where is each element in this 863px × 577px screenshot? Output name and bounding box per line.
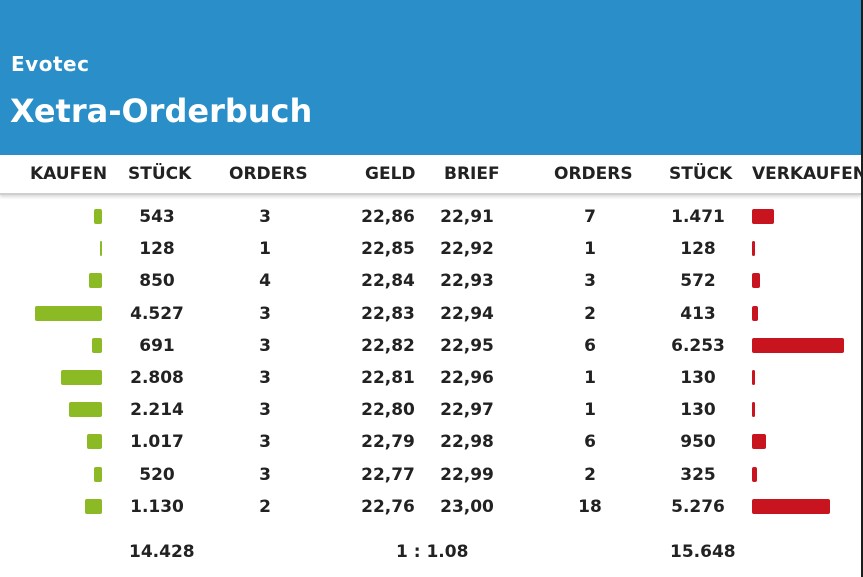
sell-volume-bar [752,273,760,288]
buy-orders-cell: 3 [259,207,271,227]
sell-orders-cell: 1 [584,400,596,420]
buy-qty-cell: 128 [139,239,175,259]
sell-qty-cell: 6.253 [671,336,725,356]
sell-qty-cell: 128 [680,239,716,259]
sell-volume-bar [752,499,830,514]
column-header-sell-qty: STÜCK [669,164,733,184]
sell-qty-cell: 950 [680,432,716,452]
ask-price-cell: 22,93 [440,271,494,291]
bid-price-cell: 22,81 [361,368,415,388]
buy-total: 14.428 [129,542,195,562]
bid-price-cell: 22,86 [361,207,415,227]
bid-price-cell: 22,80 [361,400,415,420]
buy-orders-cell: 2 [259,497,271,517]
sell-orders-cell: 6 [584,336,596,356]
sell-volume-bar [752,338,844,353]
bid-price-cell: 22,84 [361,271,415,291]
sell-orders-cell: 1 [584,239,596,259]
sell-volume-bar [752,306,758,321]
buy-volume-bar [69,402,102,417]
buy-orders-cell: 3 [259,432,271,452]
buy-qty-cell: 2.808 [130,368,184,388]
sell-orders-cell: 2 [584,304,596,324]
buy-volume-bar [100,241,102,256]
buy-orders-cell: 1 [259,239,271,259]
buy-qty-cell: 1.130 [130,497,184,517]
bid-price-cell: 22,82 [361,336,415,356]
company-name: Evotec [11,52,90,76]
sell-qty-cell: 325 [680,465,716,485]
sell-volume-bar [752,370,755,385]
bid-price-cell: 22,85 [361,239,415,259]
sell-volume-bar [752,434,766,449]
buy-volume-bar [35,306,102,321]
ask-price-cell: 22,95 [440,336,494,356]
column-header-row [0,155,861,195]
sell-orders-cell: 18 [578,497,602,517]
sell-total: 15.648 [670,542,736,562]
ask-price-cell: 22,91 [440,207,494,227]
column-header-buy-orders: ORDERS [229,164,308,184]
buy-volume-bar [87,434,102,449]
ask-price-cell: 22,92 [440,239,494,259]
column-header-sell-orders: ORDERS [554,164,633,184]
bid-ask-ratio: 1 : 1.08 [396,542,469,562]
buy-qty-cell: 1.017 [130,432,184,452]
sell-qty-cell: 1.471 [671,207,725,227]
ask-price-cell: 22,99 [440,465,494,485]
sell-volume-bar [752,402,755,417]
buy-orders-cell: 4 [259,271,271,291]
buy-qty-cell: 2.214 [130,400,184,420]
buy-qty-cell: 691 [139,336,175,356]
buy-qty-cell: 850 [139,271,175,291]
buy-volume-bar [92,338,102,353]
ask-price-cell: 22,94 [440,304,494,324]
sell-qty-cell: 130 [680,368,716,388]
page-title: Xetra-Orderbuch [10,92,313,130]
column-header-ask: BRIEF [444,164,500,184]
column-header-bid: GELD [365,164,416,184]
sell-orders-cell: 7 [584,207,596,227]
buy-qty-cell: 543 [139,207,175,227]
buy-volume-bar [85,499,102,514]
buy-qty-cell: 520 [139,465,175,485]
window-edge [861,0,863,577]
sell-volume-bar [752,467,757,482]
buy-orders-cell: 3 [259,336,271,356]
bid-price-cell: 22,77 [361,465,415,485]
buy-qty-cell: 4.527 [130,304,184,324]
sell-volume-bar [752,209,774,224]
bid-price-cell: 22,79 [361,432,415,452]
buy-orders-cell: 3 [259,304,271,324]
column-header-sell: VERKAUFEN [752,164,863,184]
column-header-buy-qty: STÜCK [128,164,192,184]
ask-price-cell: 22,96 [440,368,494,388]
ask-price-cell: 23,00 [440,497,494,517]
buy-volume-bar [61,370,102,385]
buy-orders-cell: 3 [259,368,271,388]
buy-volume-bar [89,273,102,288]
bid-price-cell: 22,76 [361,497,415,517]
orderbook-header: Evotec Xetra-Orderbuch [0,0,863,155]
buy-volume-bar [94,467,102,482]
sell-orders-cell: 1 [584,368,596,388]
buy-volume-bar [94,209,102,224]
buy-orders-cell: 3 [259,465,271,485]
sell-qty-cell: 130 [680,400,716,420]
sell-volume-bar [752,241,755,256]
column-header-buy: KAUFEN [30,164,108,184]
ask-price-cell: 22,98 [440,432,494,452]
buy-orders-cell: 3 [259,400,271,420]
sell-qty-cell: 5.276 [671,497,725,517]
sell-qty-cell: 413 [680,304,716,324]
sell-orders-cell: 6 [584,432,596,452]
sell-orders-cell: 3 [584,271,596,291]
sell-qty-cell: 572 [680,271,716,291]
bid-price-cell: 22,83 [361,304,415,324]
ask-price-cell: 22,97 [440,400,494,420]
sell-orders-cell: 2 [584,465,596,485]
